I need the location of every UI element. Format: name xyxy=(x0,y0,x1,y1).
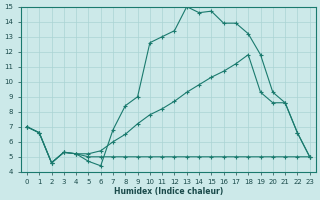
X-axis label: Humidex (Indice chaleur): Humidex (Indice chaleur) xyxy=(114,187,223,196)
